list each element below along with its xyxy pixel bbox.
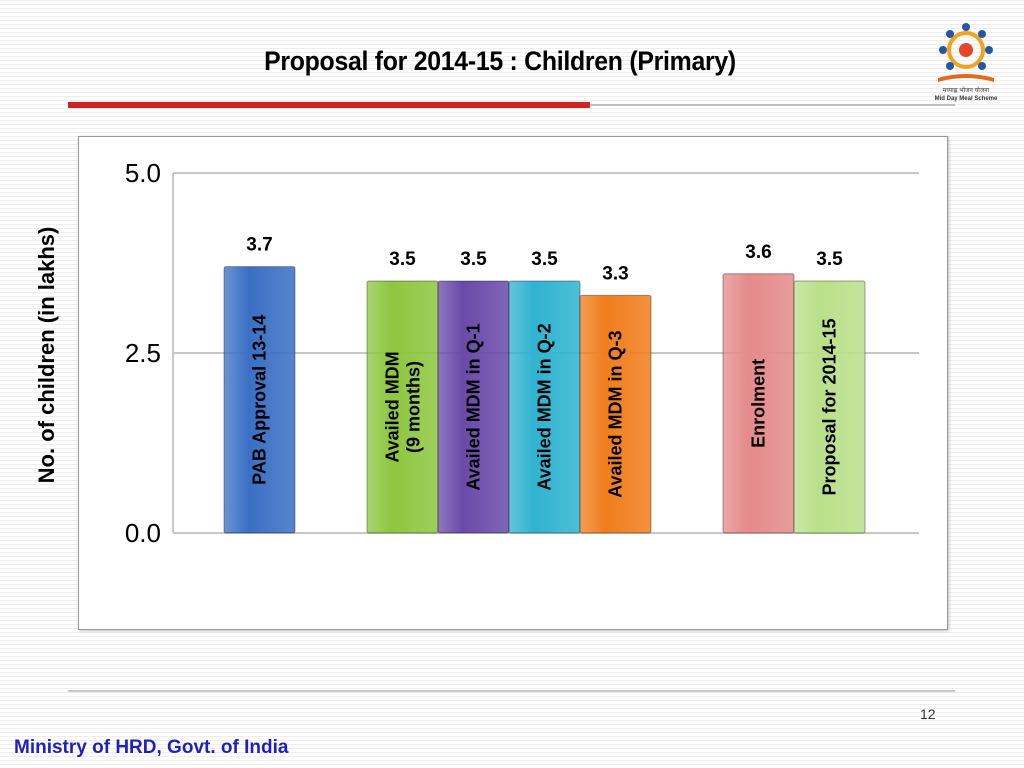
- axis-layer: 0.0 2.5 5.0 No. of children (in lakhs): [34, 158, 161, 548]
- bar-chart: 3.7 PAB Approval 13-14 3.5 Availed MDM(9 mo…: [34, 158, 919, 548]
- category-label: Enrolment: [749, 359, 769, 448]
- category-label: Availed MDM in Q-2: [535, 323, 555, 490]
- category-label: Proposal for 2014-15: [820, 318, 840, 495]
- y-tick-label: 5.0: [125, 158, 161, 188]
- data-label: 3.6: [745, 242, 771, 263]
- data-label: 3.5: [531, 249, 558, 270]
- data-label: 3.5: [460, 249, 487, 270]
- footer-ministry-text: Ministry of HRD, Govt. of India: [14, 737, 289, 758]
- labels-layer: 3.7 PAB Approval 13-14 3.5 Availed MDM(9 mo…: [246, 235, 843, 498]
- data-label: 3.5: [389, 249, 416, 270]
- data-label: 3.7: [246, 235, 272, 256]
- logo-english-text: Mid Day Meal Scheme: [935, 96, 998, 102]
- y-tick-label: 0.0: [125, 518, 161, 548]
- chart-frame: 3.7 PAB Approval 13-14 3.5 Availed MDM(9 mo…: [34, 136, 948, 630]
- bars-layer: [223, 266, 866, 534]
- data-label: 3.3: [602, 263, 628, 284]
- bar: [223, 266, 296, 534]
- slide-title: Proposal for 2014-15 : Children (Primary…: [264, 46, 736, 76]
- logo-book-shape: [938, 74, 994, 82]
- category-label: Availed MDM in Q-1: [464, 323, 484, 490]
- footer-rule: [68, 690, 955, 692]
- category-label: PAB Approval 13-14: [250, 315, 270, 485]
- bar: [579, 294, 652, 534]
- title-underline-gray: [590, 104, 955, 106]
- logo-hindi-text: मध्याह्न भोजन योजना: [943, 86, 990, 94]
- category-label: Availed MDM(9 months): [383, 351, 424, 462]
- y-tick-label: 2.5: [125, 338, 161, 368]
- page-number: 12: [920, 706, 936, 722]
- title-underline-red: [68, 102, 590, 108]
- data-label: 3.5: [816, 249, 843, 270]
- logo-figures-ring: [939, 23, 993, 70]
- category-label: Availed MDM in Q-3: [606, 331, 626, 498]
- bar: [793, 280, 866, 534]
- mid-day-meal-logo-icon: मध्याह्न भोजन योजना Mid Day Meal Scheme: [935, 23, 998, 102]
- bar: [366, 280, 439, 534]
- y-axis-title: No. of children (in lakhs): [34, 227, 59, 484]
